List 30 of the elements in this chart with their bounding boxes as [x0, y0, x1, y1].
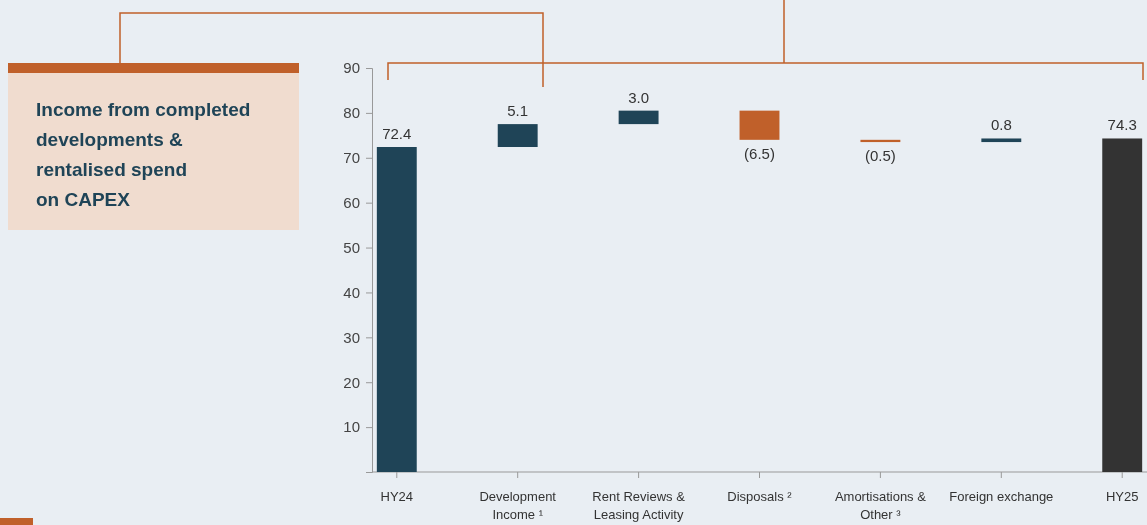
x-tick-label: Amortisations & Other ³ [834, 489, 927, 522]
bar [618, 110, 659, 125]
bar [1102, 138, 1143, 472]
y-tick-label: 90 [343, 59, 360, 77]
data-label: 72.4 [382, 125, 412, 142]
y-tick-label: 30 [343, 328, 360, 346]
y-tick-label: 50 [343, 238, 360, 256]
x-tick-label: HY25 [1105, 489, 1139, 504]
y-tick-label: 20 [343, 373, 360, 391]
y-tick-label: 60 [343, 193, 360, 211]
text: Income from completed developments & rentalised spend on CAPEX [36, 99, 251, 210]
y-tick-label: 70 [343, 149, 360, 167]
y-tick-label: 40 [343, 283, 360, 301]
data-label: 5.1 [507, 102, 529, 120]
x-tick-label: Foreign exchange [949, 489, 1054, 504]
bar [739, 110, 780, 140]
bar [981, 138, 1022, 143]
x-tick-label: Disposals ² [727, 489, 793, 504]
y-tick-label: 10 [343, 418, 360, 436]
data-label: (0.5) [864, 147, 896, 165]
x-tick-label: Development Income ¹ [479, 489, 557, 522]
data-label: (6.5) [744, 144, 775, 162]
data-label: 74.3 [1107, 116, 1137, 134]
data-label: 3.0 [628, 88, 650, 106]
x-tick-label: HY24 [380, 489, 414, 504]
bar [497, 124, 538, 147]
x-tick-label: Rent Reviews & Leasing Activity [592, 489, 686, 522]
y-tick-label: 80 [343, 104, 360, 122]
data-label: 0.8 [990, 116, 1012, 134]
bar [376, 147, 417, 472]
